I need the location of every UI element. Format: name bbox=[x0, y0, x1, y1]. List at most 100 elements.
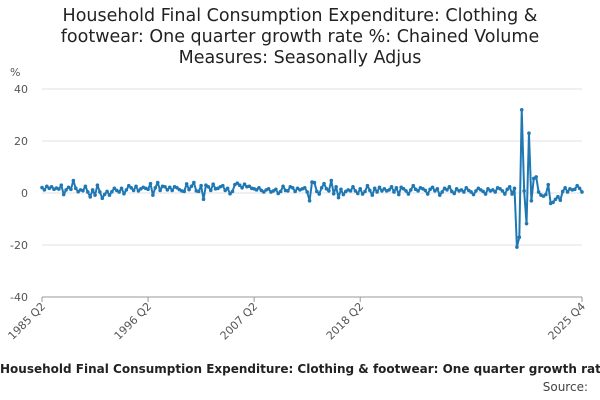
data-point bbox=[225, 186, 230, 191]
data-point bbox=[276, 191, 281, 196]
data-point bbox=[546, 182, 551, 187]
data-point bbox=[148, 181, 153, 186]
data-point bbox=[336, 195, 341, 200]
gridlines bbox=[42, 88, 582, 298]
data-point bbox=[71, 178, 76, 183]
data-point bbox=[534, 175, 538, 179]
data-point bbox=[163, 184, 167, 189]
data-point bbox=[93, 193, 97, 197]
data-point bbox=[286, 189, 290, 193]
data-point bbox=[469, 190, 473, 194]
data-point bbox=[389, 184, 394, 189]
data-point bbox=[409, 188, 413, 192]
data-point bbox=[119, 186, 124, 191]
data-point bbox=[182, 189, 187, 194]
data-point bbox=[86, 190, 90, 194]
data-point bbox=[110, 189, 114, 194]
data-point bbox=[380, 189, 384, 193]
data-point bbox=[491, 188, 495, 192]
data-point bbox=[235, 181, 240, 185]
data-point bbox=[61, 192, 66, 197]
series-points-group bbox=[40, 108, 584, 249]
data-point bbox=[187, 187, 191, 192]
data-point bbox=[151, 193, 155, 197]
data-point bbox=[433, 189, 437, 193]
data-point bbox=[201, 197, 206, 202]
x-tick-label: 2018 Q2 bbox=[324, 300, 367, 343]
data-point bbox=[394, 186, 399, 190]
data-point bbox=[302, 186, 307, 190]
data-point bbox=[553, 197, 558, 202]
data-point bbox=[105, 189, 109, 194]
x-tick-label: 2025 Q4 bbox=[546, 300, 589, 343]
data-point bbox=[131, 188, 136, 193]
data-point bbox=[474, 189, 478, 193]
data-point bbox=[498, 187, 502, 191]
data-point bbox=[57, 187, 61, 191]
data-point bbox=[211, 182, 215, 186]
data-point bbox=[192, 180, 196, 185]
data-point bbox=[387, 188, 391, 192]
data-point bbox=[560, 189, 565, 194]
y-axis-unit-label: % bbox=[10, 66, 20, 79]
data-point bbox=[290, 186, 295, 190]
data-point bbox=[365, 183, 370, 188]
data-point bbox=[572, 187, 577, 192]
data-point bbox=[134, 184, 138, 189]
data-point bbox=[167, 185, 172, 190]
data-point bbox=[529, 199, 534, 203]
y-tick-label: 40 bbox=[14, 83, 28, 96]
data-point bbox=[544, 192, 548, 197]
data-point bbox=[481, 189, 485, 194]
x-axis-tick-labels: 1985 Q2 1996 Q2 2007 Q2 2018 Q2 2025 Q4 bbox=[6, 297, 589, 343]
data-point bbox=[331, 191, 336, 196]
data-point bbox=[254, 188, 259, 192]
data-point bbox=[428, 187, 432, 192]
data-point bbox=[507, 184, 512, 189]
x-tick-label: 2007 Q2 bbox=[218, 300, 261, 343]
data-point bbox=[230, 189, 235, 194]
data-point bbox=[317, 192, 322, 196]
data-point bbox=[416, 189, 420, 193]
y-axis-tick-labels: 40 20 0 -20 -40 bbox=[10, 83, 28, 304]
data-point bbox=[423, 188, 428, 193]
data-point bbox=[450, 189, 454, 194]
data-point bbox=[404, 189, 408, 193]
data-point bbox=[261, 190, 266, 194]
data-point bbox=[368, 188, 372, 193]
data-point bbox=[49, 184, 54, 189]
data-point bbox=[90, 188, 95, 192]
data-point bbox=[425, 192, 430, 196]
data-point bbox=[293, 189, 297, 194]
data-point bbox=[575, 183, 579, 188]
data-point bbox=[73, 186, 78, 191]
data-point bbox=[437, 193, 442, 197]
data-point bbox=[512, 186, 517, 191]
data-point bbox=[327, 189, 331, 193]
data-point bbox=[580, 190, 584, 194]
data-point bbox=[556, 194, 560, 199]
data-point bbox=[515, 245, 519, 249]
data-point bbox=[339, 187, 343, 192]
data-point bbox=[45, 184, 49, 189]
data-point bbox=[153, 186, 158, 190]
data-point bbox=[454, 187, 459, 191]
data-point bbox=[170, 188, 174, 193]
series-line-group bbox=[41, 108, 583, 249]
data-point bbox=[527, 131, 531, 135]
series-line bbox=[41, 108, 583, 249]
y-tick-label: 20 bbox=[14, 135, 28, 148]
data-point bbox=[112, 186, 117, 191]
data-point bbox=[126, 183, 131, 188]
data-point bbox=[356, 191, 360, 196]
data-point bbox=[375, 190, 379, 194]
data-point bbox=[363, 189, 367, 194]
data-point bbox=[98, 190, 102, 194]
data-point bbox=[536, 190, 541, 194]
data-point bbox=[165, 188, 170, 192]
data-point bbox=[158, 188, 162, 193]
data-point bbox=[503, 192, 507, 196]
data-point bbox=[382, 187, 387, 191]
data-point bbox=[452, 191, 457, 196]
data-point bbox=[100, 196, 105, 200]
